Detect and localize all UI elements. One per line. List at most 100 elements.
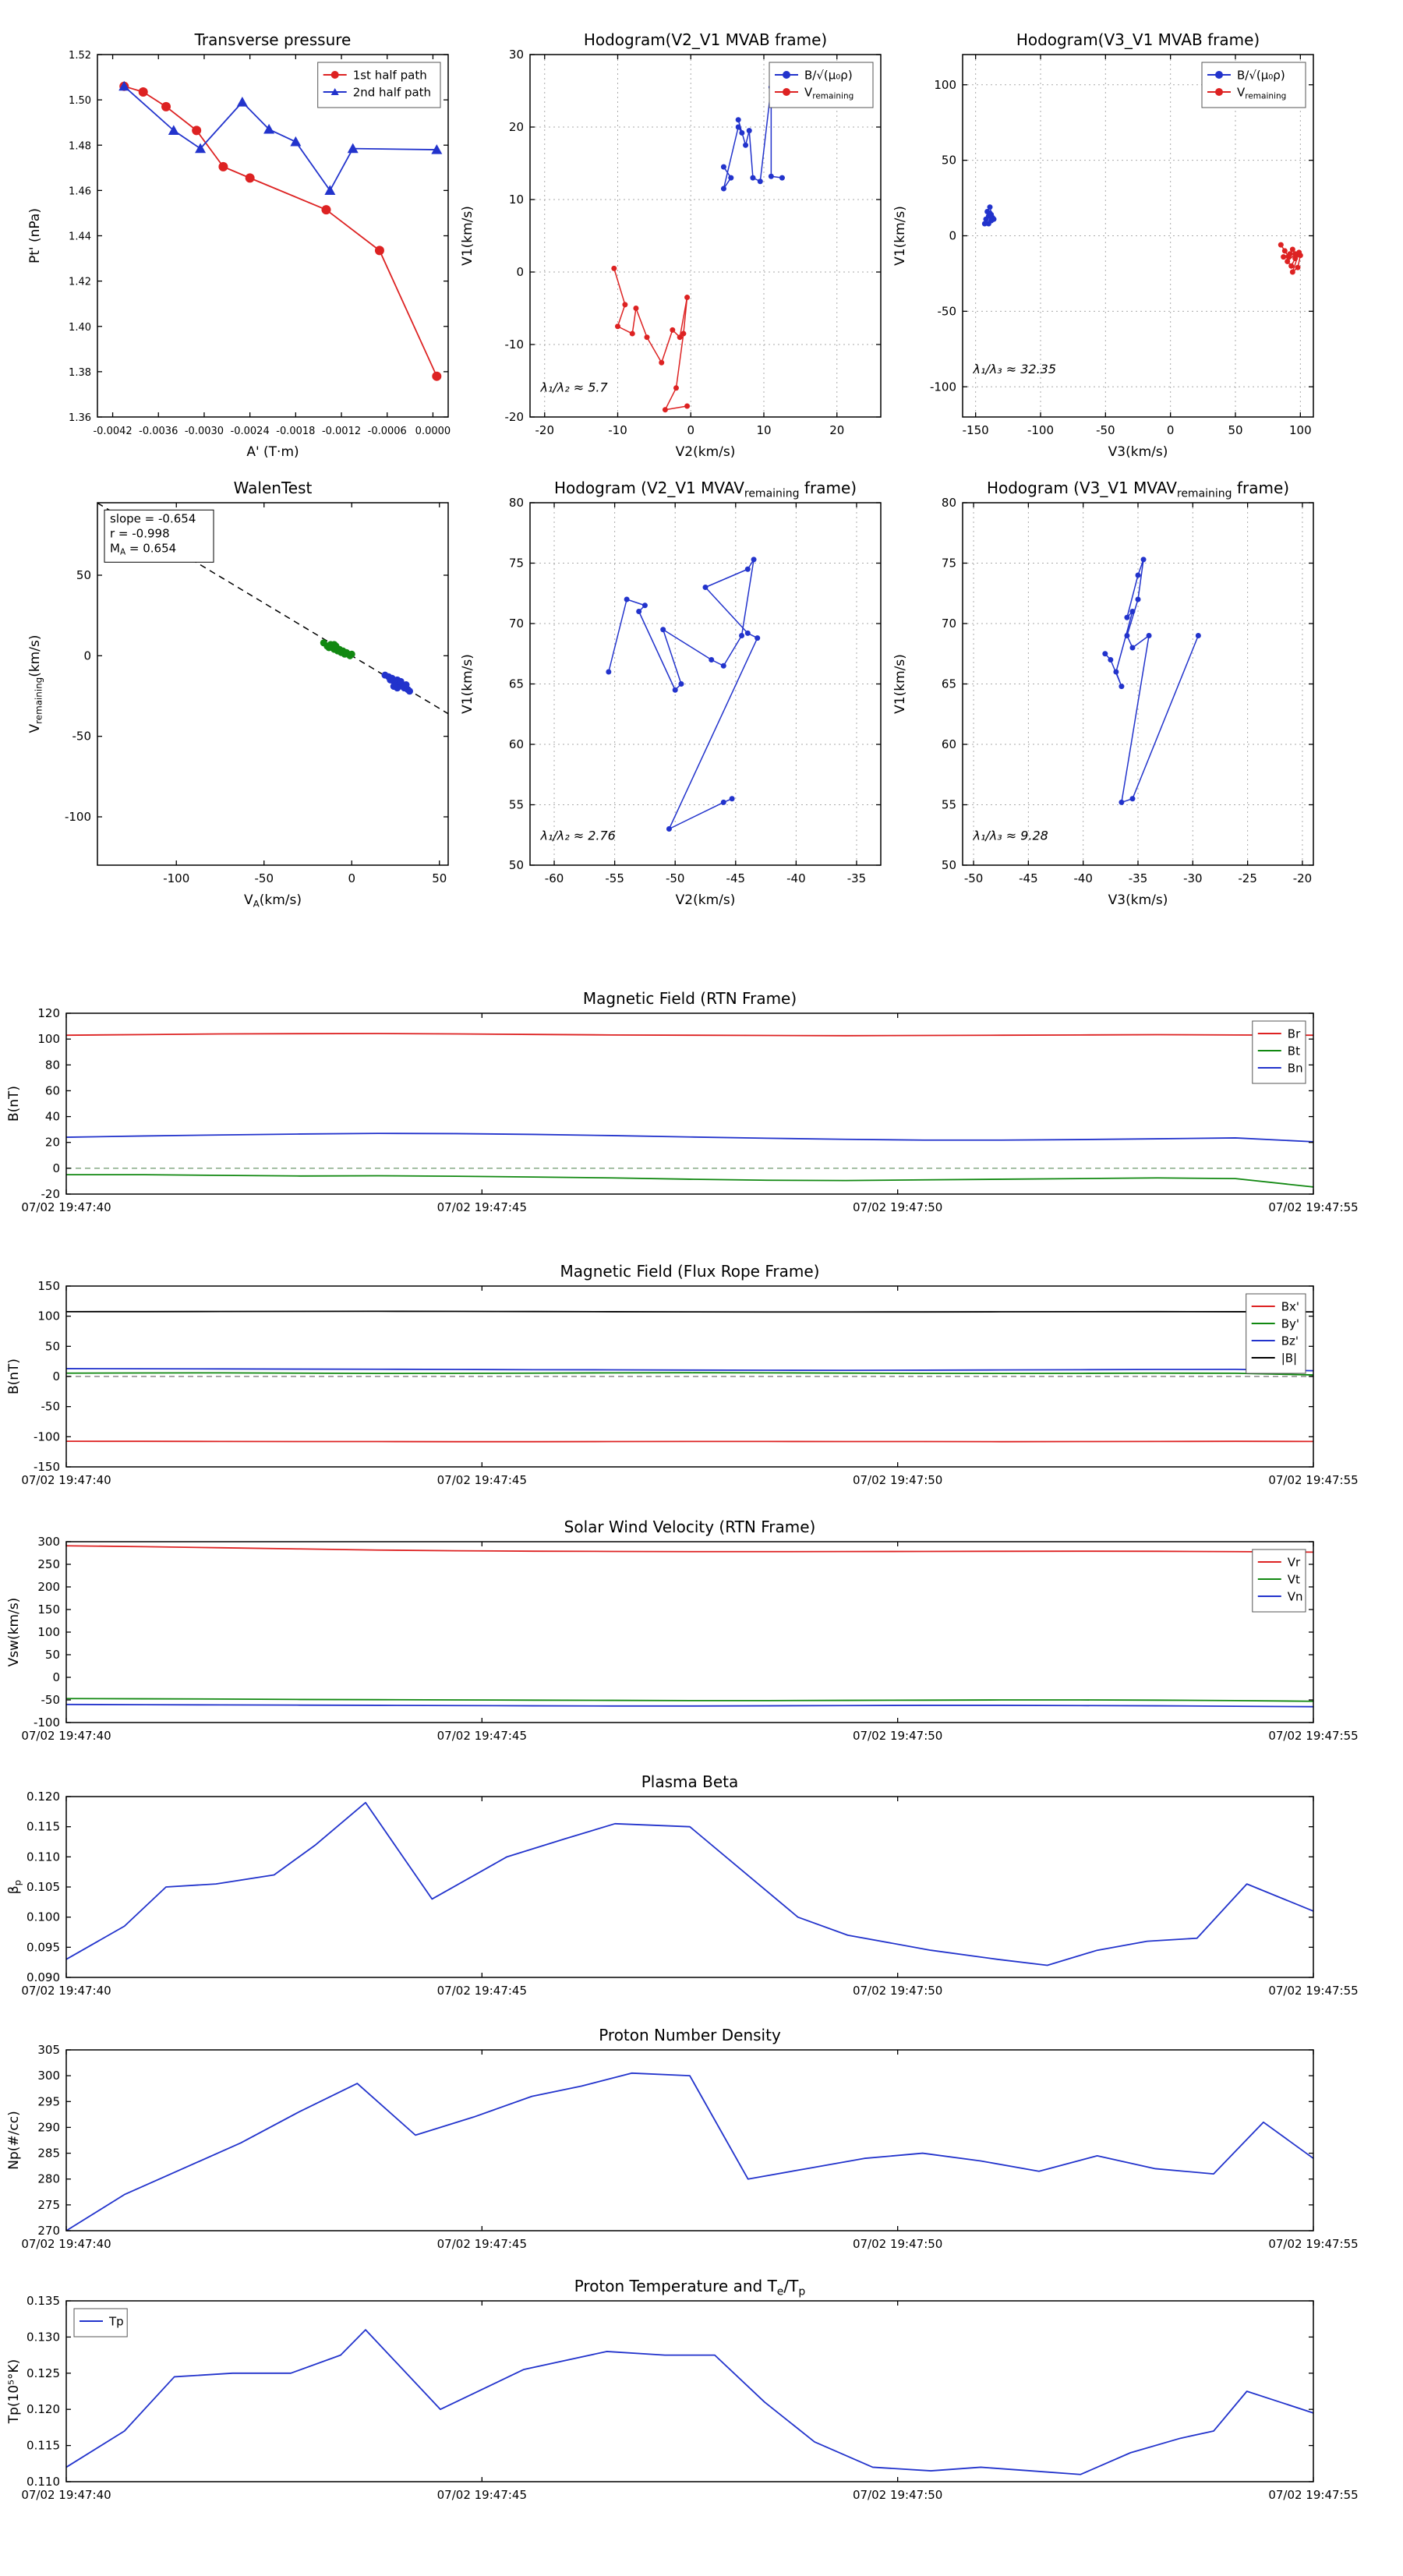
svg-text:07/02 19:47:55: 07/02 19:47:55 <box>1268 2237 1358 2251</box>
svg-text:100: 100 <box>37 1625 60 1639</box>
svg-text:-45: -45 <box>726 871 746 885</box>
svg-text:λ₁/λ₃ ≈ 9.28: λ₁/λ₃ ≈ 9.28 <box>973 828 1048 843</box>
svg-text:150: 150 <box>37 1279 60 1293</box>
svg-text:-35: -35 <box>847 871 867 885</box>
svg-text:-0.0006: -0.0006 <box>368 426 407 437</box>
svg-text:60: 60 <box>509 737 524 751</box>
svg-text:07/02 19:47:55: 07/02 19:47:55 <box>1268 1729 1358 1743</box>
svg-text:1.52: 1.52 <box>69 50 91 62</box>
svg-text:λ₁/λ₂ ≈ 5.7: λ₁/λ₂ ≈ 5.7 <box>540 380 609 394</box>
svg-text:B(nT): B(nT) <box>6 1359 22 1394</box>
svg-text:100: 100 <box>934 78 956 92</box>
svg-text:-30: -30 <box>1183 871 1203 885</box>
svg-text:1.38: 1.38 <box>69 367 91 379</box>
svg-text:07/02 19:47:40: 07/02 19:47:40 <box>21 2488 111 2502</box>
svg-text:1.44: 1.44 <box>69 231 91 243</box>
svg-text:V1(km/s): V1(km/s) <box>460 206 475 266</box>
svg-text:1.50: 1.50 <box>69 95 91 107</box>
svg-text:07/02 19:47:50: 07/02 19:47:50 <box>853 2237 942 2251</box>
svg-text:60: 60 <box>45 1083 60 1097</box>
svg-text:Proton Number Density: Proton Number Density <box>599 2026 781 2044</box>
svg-text:-20: -20 <box>505 410 525 424</box>
svg-text:200: 200 <box>37 1580 60 1594</box>
svg-text:07/02 19:47:40: 07/02 19:47:40 <box>21 2237 111 2251</box>
svg-text:WalenTest: WalenTest <box>234 479 313 497</box>
svg-text:V3(km/s): V3(km/s) <box>1108 444 1168 460</box>
svg-text:0.130: 0.130 <box>27 2330 60 2344</box>
chart-hodogram-v3v1-mvav: -50 -45 -40 -35 -30 -25 -20 50 55 60 65 70 75 80 Hodog… <box>892 479 1314 908</box>
svg-text:1.36: 1.36 <box>69 412 91 424</box>
svg-text:-55: -55 <box>605 871 624 885</box>
svg-text:-45: -45 <box>1019 871 1038 885</box>
svg-text:07/02 19:47:40: 07/02 19:47:40 <box>21 1473 111 1487</box>
svg-text:-10: -10 <box>505 337 525 352</box>
svg-text:80: 80 <box>45 1058 60 1072</box>
svg-text:MA = 0.654: MA = 0.654 <box>110 541 176 557</box>
chart-magnetic-field-rtn: 07/02 19:47:40 07/02 19:47:45 07/02 19:47:… <box>6 989 1359 1214</box>
svg-text:Vremaining: Vremaining <box>1237 85 1286 101</box>
svg-text:-100: -100 <box>1027 423 1054 437</box>
svg-text:50: 50 <box>45 1648 60 1662</box>
svg-text:1.42: 1.42 <box>69 277 91 288</box>
svg-text:0.100: 0.100 <box>27 1910 60 1924</box>
svg-text:80: 80 <box>509 496 524 510</box>
svg-text:-50: -50 <box>964 871 984 885</box>
svg-text:-100: -100 <box>34 1716 60 1730</box>
svg-text:50: 50 <box>942 154 956 168</box>
svg-text:-50: -50 <box>41 1693 61 1707</box>
svg-text:-50: -50 <box>255 871 274 885</box>
svg-text:βp: βp <box>6 1880 23 1894</box>
svg-text:0.115: 0.115 <box>27 1820 60 1834</box>
svg-text:Vsw(km/s): Vsw(km/s) <box>6 1598 22 1667</box>
svg-text:|B|: |B| <box>1281 1351 1297 1365</box>
svg-text:V1(km/s): V1(km/s) <box>892 654 908 714</box>
svg-text:slope = -0.654: slope = -0.654 <box>110 511 196 525</box>
svg-text:1.46: 1.46 <box>69 186 91 197</box>
svg-text:-150: -150 <box>34 1460 60 1474</box>
svg-text:Transverse pressure: Transverse pressure <box>194 30 352 49</box>
svg-text:07/02 19:47:50: 07/02 19:47:50 <box>853 1729 942 1743</box>
svg-text:50: 50 <box>509 858 524 872</box>
svg-text:λ₁/λ₃ ≈ 32.35: λ₁/λ₃ ≈ 32.35 <box>973 362 1057 376</box>
svg-text:-100: -100 <box>163 871 189 885</box>
svg-text:0: 0 <box>516 265 524 279</box>
svg-text:305: 305 <box>37 2043 60 2057</box>
svg-text:07/02 19:47:55: 07/02 19:47:55 <box>1268 1984 1358 1998</box>
svg-text:-0.0018: -0.0018 <box>276 426 315 437</box>
svg-text:75: 75 <box>942 557 956 571</box>
svg-text:Vremaining: Vremaining <box>804 85 853 101</box>
svg-text:Tp: Tp <box>108 2314 124 2328</box>
svg-text:50: 50 <box>1228 423 1242 437</box>
svg-text:70: 70 <box>509 617 524 631</box>
svg-text:07/02 19:47:45: 07/02 19:47:45 <box>437 1984 527 1998</box>
svg-text:V3(km/s): V3(km/s) <box>1108 892 1168 908</box>
svg-text:Tp(10⁵°K): Tp(10⁵°K) <box>6 2359 22 2425</box>
svg-text:65: 65 <box>509 677 524 691</box>
svg-text:07/02 19:47:45: 07/02 19:47:45 <box>437 1473 527 1487</box>
svg-text:07/02 19:47:50: 07/02 19:47:50 <box>853 1473 942 1487</box>
svg-text:Bx': Bx' <box>1281 1299 1299 1313</box>
svg-text:07/02 19:47:40: 07/02 19:47:40 <box>21 1729 111 1743</box>
svg-text:55: 55 <box>942 798 956 812</box>
svg-text:-50: -50 <box>1096 423 1115 437</box>
chart-proton-number-density: 07/02 19:47:40 07/02 19:47:45 07/02 19:47:… <box>6 2026 1359 2251</box>
svg-text:V2(km/s): V2(km/s) <box>676 444 736 460</box>
svg-text:50: 50 <box>45 1339 60 1353</box>
svg-text:-150: -150 <box>963 423 989 437</box>
svg-text:Bt: Bt <box>1288 1044 1300 1058</box>
svg-text:-0.0030: -0.0030 <box>185 426 224 437</box>
svg-text:-20: -20 <box>1293 871 1313 885</box>
svg-text:1st half path: 1st half path <box>353 68 427 82</box>
svg-text:275: 275 <box>37 2198 60 2212</box>
svg-text:-50: -50 <box>41 1400 61 1414</box>
svg-text:40: 40 <box>45 1110 60 1124</box>
svg-text:0: 0 <box>52 1161 60 1175</box>
svg-text:100: 100 <box>37 1032 60 1046</box>
svg-text:-20: -20 <box>41 1187 61 1201</box>
svg-text:-100: -100 <box>34 1429 60 1443</box>
svg-text:0: 0 <box>52 1369 60 1383</box>
svg-text:07/02 19:47:45: 07/02 19:47:45 <box>437 2237 527 2251</box>
svg-text:VA(km/s): VA(km/s) <box>244 892 302 910</box>
